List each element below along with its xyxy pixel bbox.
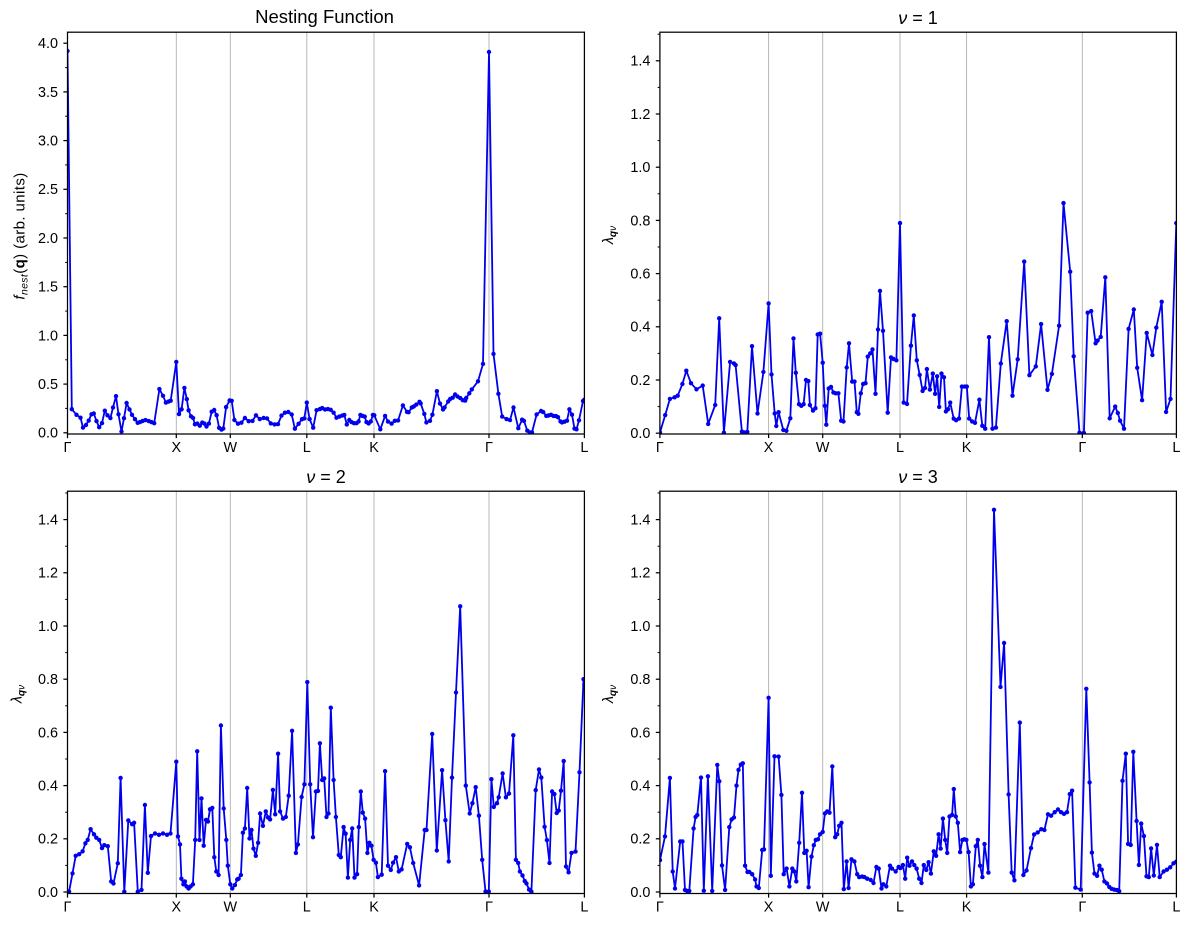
svg-text:Γ: Γ	[1078, 900, 1086, 916]
svg-text:1.0: 1.0	[38, 619, 58, 635]
svg-text:4.0: 4.0	[38, 36, 58, 52]
svg-text:W: W	[224, 440, 238, 456]
svg-text:K: K	[369, 900, 379, 916]
svg-text:Nesting Function: Nesting Function	[255, 6, 394, 27]
svg-text:L: L	[303, 900, 311, 916]
svg-text:2.5: 2.5	[38, 182, 58, 198]
svg-text:0.2: 0.2	[630, 832, 650, 848]
svg-text:ν = 3: ν = 3	[898, 467, 938, 487]
svg-text:0.4: 0.4	[630, 320, 650, 336]
svg-text:L: L	[1172, 440, 1180, 456]
svg-text:1.2: 1.2	[630, 566, 650, 582]
svg-text:1.4: 1.4	[38, 513, 58, 529]
svg-text:L: L	[896, 900, 904, 916]
svg-text:W: W	[816, 900, 830, 916]
svg-text:3.0: 3.0	[38, 134, 58, 150]
svg-text:1.0: 1.0	[630, 160, 650, 176]
svg-text:L: L	[896, 440, 904, 456]
svg-text:ν = 1: ν = 1	[898, 8, 938, 28]
svg-text:W: W	[224, 900, 238, 916]
svg-text:X: X	[764, 900, 774, 916]
svg-text:0.8: 0.8	[630, 213, 650, 229]
svg-text:W: W	[816, 440, 830, 456]
svg-text:1.4: 1.4	[630, 513, 650, 529]
svg-text:Γ: Γ	[656, 900, 664, 916]
svg-text:λqν: λqν	[601, 226, 619, 245]
svg-text:L: L	[303, 440, 311, 456]
svg-text:X: X	[171, 900, 181, 916]
svg-text:L: L	[580, 440, 588, 456]
svg-text:λqν: λqν	[10, 685, 28, 704]
svg-text:0.8: 0.8	[630, 672, 650, 688]
svg-text:K: K	[962, 900, 972, 916]
svg-text:1.0: 1.0	[38, 328, 58, 344]
svg-text:0.0: 0.0	[38, 426, 58, 442]
svg-text:3.5: 3.5	[38, 85, 58, 101]
svg-text:0.4: 0.4	[630, 779, 650, 795]
svg-text:Γ: Γ	[64, 900, 72, 916]
svg-text:L: L	[580, 900, 588, 916]
svg-text:X: X	[171, 440, 181, 456]
svg-text:0.8: 0.8	[38, 672, 58, 688]
svg-text:0.6: 0.6	[630, 725, 650, 741]
svg-text:1.2: 1.2	[38, 566, 58, 582]
svg-text:L: L	[1172, 900, 1180, 916]
svg-text:0.5: 0.5	[38, 377, 58, 393]
svg-text:Γ: Γ	[485, 440, 493, 456]
svg-text:Γ: Γ	[656, 440, 664, 456]
svg-text:1.2: 1.2	[630, 107, 650, 123]
svg-text:Γ: Γ	[64, 440, 72, 456]
svg-text:Γ: Γ	[485, 900, 493, 916]
svg-text:0.2: 0.2	[630, 373, 650, 389]
svg-text:fnest(q) (arb. units): fnest(q) (arb. units)	[12, 172, 31, 299]
svg-text:K: K	[962, 440, 972, 456]
svg-text:0.0: 0.0	[630, 885, 650, 901]
svg-text:0.2: 0.2	[38, 832, 58, 848]
svg-text:X: X	[764, 440, 774, 456]
svg-text:0.6: 0.6	[38, 725, 58, 741]
svg-text:0.0: 0.0	[630, 426, 650, 442]
svg-text:ν = 2: ν = 2	[306, 467, 346, 487]
svg-text:1.5: 1.5	[38, 280, 58, 296]
svg-text:0.0: 0.0	[38, 885, 58, 901]
svg-text:0.6: 0.6	[630, 267, 650, 283]
svg-text:Γ: Γ	[1078, 440, 1086, 456]
svg-text:K: K	[369, 440, 379, 456]
svg-text:1.4: 1.4	[630, 54, 650, 70]
svg-text:0.4: 0.4	[38, 779, 58, 795]
svg-text:2.0: 2.0	[38, 231, 58, 247]
svg-text:1.0: 1.0	[630, 619, 650, 635]
svg-text:λqν: λqν	[601, 685, 619, 704]
